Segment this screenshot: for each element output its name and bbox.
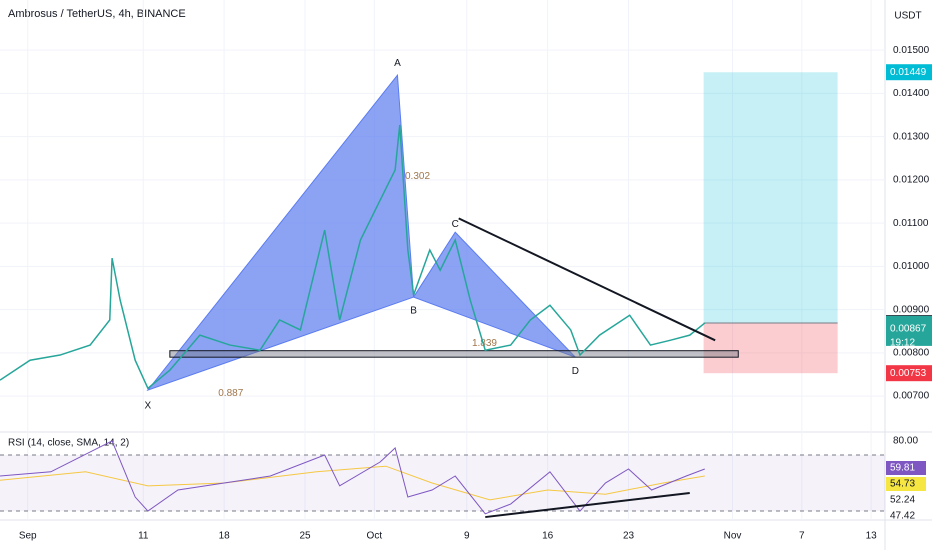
y-tick-label: 0.01100 <box>893 218 929 229</box>
pattern-ratio: 0.887 <box>218 388 243 399</box>
rsi-line <box>0 440 705 515</box>
x-tick-label: Sep <box>19 531 37 542</box>
target-zone <box>703 72 838 324</box>
pattern-label: B <box>410 306 417 317</box>
target-badge <box>886 64 932 81</box>
pattern-shape <box>412 231 576 358</box>
last-price-badge <box>886 315 932 346</box>
pattern-label: X <box>145 401 152 412</box>
rsi-title: RSI (14, close, SMA, 14, 2) <box>8 438 129 449</box>
x-tick-label: 9 <box>464 531 470 542</box>
y-tick-label: 0.01200 <box>893 175 930 186</box>
price-line <box>0 124 706 390</box>
rsi-badge-label: 59.81 <box>890 463 915 474</box>
y-tick-label: 0.01300 <box>893 131 930 142</box>
trendline <box>458 217 716 342</box>
rsi-badge-label: 47.42 <box>890 511 915 522</box>
rsi-badge <box>886 461 926 475</box>
y-tick-label: 0.00900 <box>893 304 930 315</box>
stop-badge <box>886 365 932 382</box>
stop-zone <box>703 323 838 374</box>
rsi-tick-label: 80.00 <box>893 436 918 447</box>
x-tick-label: Nov <box>724 531 742 542</box>
rsi-badge-label: 54.73 <box>890 479 915 490</box>
y-tick-label: 0.00800 <box>893 348 930 359</box>
x-tick-label: 23 <box>623 531 635 542</box>
x-tick-label: 18 <box>219 531 231 542</box>
x-tick-label: 11 <box>138 531 149 542</box>
target-badge-label: 0.01449 <box>890 67 927 78</box>
x-tick-label: Oct <box>367 531 383 542</box>
pattern-shape <box>146 73 415 392</box>
y-tick-label: 0.01000 <box>893 261 930 272</box>
countdown: 19:12 <box>890 338 915 349</box>
x-tick-label: 13 <box>866 531 878 542</box>
y-tick-label: 0.01400 <box>893 88 930 99</box>
x-tick-label: 7 <box>799 531 805 542</box>
pattern-label: D <box>572 366 579 377</box>
rsi-badge <box>886 477 926 491</box>
pattern-label: A <box>394 58 401 69</box>
rsi-trendline <box>485 491 690 519</box>
rsi-band <box>0 454 885 512</box>
pattern-ratio: 0.302 <box>405 171 430 182</box>
rsi-sma-line <box>0 465 705 501</box>
chart-title: Ambrosus / TetherUS, 4h, BINANCE <box>8 8 186 20</box>
stop-badge-label: 0.00753 <box>890 368 927 379</box>
pattern-label: C <box>452 219 459 230</box>
last-price-badge-label: 0.00867 <box>890 324 927 335</box>
support-zone <box>169 350 739 358</box>
rsi-badge-label: 52.24 <box>890 495 915 506</box>
y-tick-label: 0.01500 <box>893 45 930 56</box>
y-tick-label: 0.00700 <box>893 391 930 402</box>
x-tick-label: 16 <box>542 531 554 542</box>
pattern-ratio: 1.839 <box>472 338 497 349</box>
currency-label[interactable]: USDT <box>894 11 921 22</box>
x-tick-label: 25 <box>299 531 311 542</box>
